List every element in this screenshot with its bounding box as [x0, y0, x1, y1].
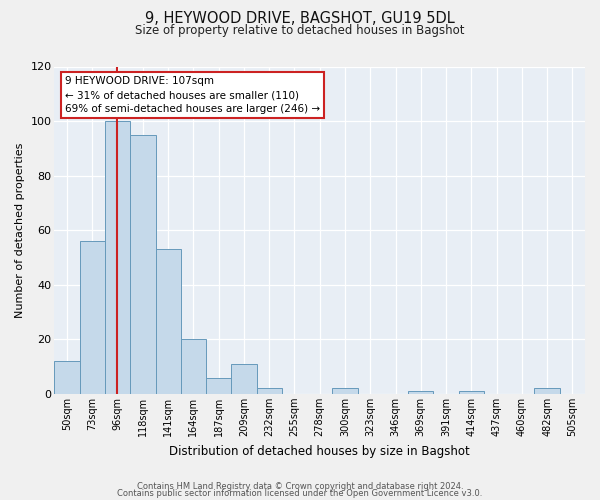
- Text: Contains HM Land Registry data © Crown copyright and database right 2024.: Contains HM Land Registry data © Crown c…: [137, 482, 463, 491]
- Bar: [408, 391, 433, 394]
- Bar: [55, 361, 80, 394]
- Bar: [332, 388, 358, 394]
- Text: 9 HEYWOOD DRIVE: 107sqm
← 31% of detached houses are smaller (110)
69% of semi-d: 9 HEYWOOD DRIVE: 107sqm ← 31% of detache…: [65, 76, 320, 114]
- Bar: [130, 134, 155, 394]
- Bar: [181, 340, 206, 394]
- Bar: [232, 364, 257, 394]
- Text: Contains public sector information licensed under the Open Government Licence v3: Contains public sector information licen…: [118, 490, 482, 498]
- Bar: [206, 378, 232, 394]
- Text: 9, HEYWOOD DRIVE, BAGSHOT, GU19 5DL: 9, HEYWOOD DRIVE, BAGSHOT, GU19 5DL: [145, 11, 455, 26]
- Bar: [257, 388, 282, 394]
- Bar: [105, 121, 130, 394]
- X-axis label: Distribution of detached houses by size in Bagshot: Distribution of detached houses by size …: [169, 444, 470, 458]
- Y-axis label: Number of detached properties: Number of detached properties: [15, 142, 25, 318]
- Text: Size of property relative to detached houses in Bagshot: Size of property relative to detached ho…: [135, 24, 465, 37]
- Bar: [155, 250, 181, 394]
- Bar: [80, 241, 105, 394]
- Bar: [535, 388, 560, 394]
- Bar: [458, 391, 484, 394]
